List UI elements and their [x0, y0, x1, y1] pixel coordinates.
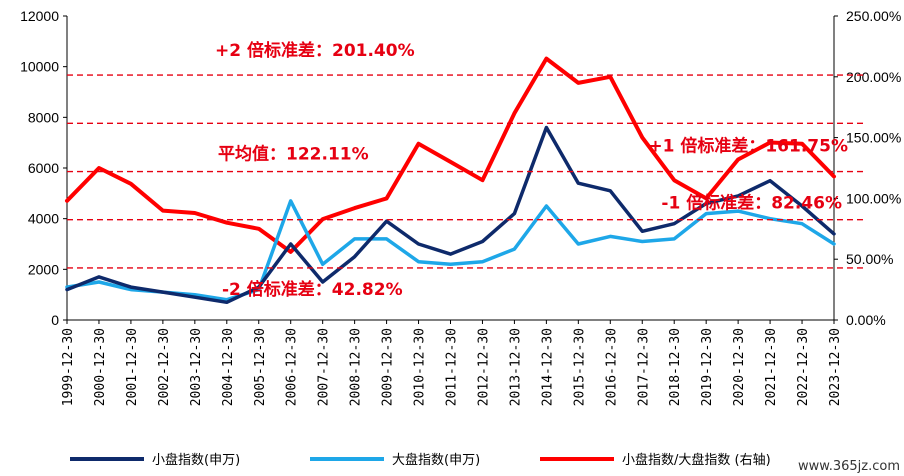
left-tick-label: 10000 [20, 59, 59, 75]
left-tick-label: 12000 [20, 8, 59, 24]
x-tick-label: 2021-12-30 [764, 328, 779, 406]
x-tick-label: 2011-12-30 [445, 328, 460, 406]
right-tick-label: 200.00% [846, 69, 901, 85]
right-tick-label: 50.00% [846, 251, 893, 267]
x-tick-label: 2000-12-30 [93, 328, 108, 406]
legend-label-0: 小盘指数(申万) [152, 452, 240, 468]
x-tick-label: 2022-12-30 [796, 328, 811, 406]
legend: 小盘指数(申万) 大盘指数(申万) 小盘指数/大盘指数 (右轴) [70, 452, 771, 468]
legend-label-1: 大盘指数(申万) [392, 452, 480, 468]
reference-lines: +2 倍标准差：201.40% +1 倍标准差：161.75% 平均值：122.11… [67, 40, 864, 300]
reference-label: -1 倍标准差：82.46% [661, 193, 842, 214]
x-tick-label: 2003-12-30 [189, 328, 204, 406]
left-tick-label: 2000 [28, 261, 59, 277]
series-line-1 [65, 199, 836, 302]
x-tick-label: 2020-12-30 [732, 328, 747, 406]
x-tick-label: 1999-12-30 [61, 328, 76, 406]
series-lines [65, 56, 836, 305]
x-tick-label: 2006-12-30 [285, 328, 300, 406]
plot-frame [66, 16, 835, 321]
x-tick-label: 2007-12-30 [317, 328, 332, 406]
left-tick-label: 0 [51, 312, 59, 328]
x-tick-label: 2016-12-30 [604, 328, 619, 406]
x-tick-label: 2019-12-30 [700, 328, 715, 406]
right-tick-label: 100.00% [846, 190, 901, 206]
x-tick-label: 2015-12-30 [572, 328, 587, 406]
right-tick-label: 250.00% [846, 8, 901, 24]
legend-label-2: 小盘指数/大盘指数 (右轴) [622, 452, 771, 468]
x-tick-label: 2009-12-30 [381, 328, 396, 406]
right-tick-label: 0.00% [846, 312, 886, 328]
x-tick-label: 2001-12-30 [125, 328, 140, 406]
left-axis-ticks: 0 2000 4000 6000 8000 10000 12000 [20, 8, 67, 328]
reference-label: +2 倍标准差：201.40% [215, 40, 415, 61]
series-line-0 [65, 125, 836, 305]
reference-label: -2 倍标准差：42.82% [222, 279, 403, 300]
x-tick-label: 2010-12-30 [413, 328, 428, 406]
reference-label: 平均值：122.11% [218, 144, 369, 165]
x-tick-label: 2002-12-30 [157, 328, 172, 406]
x-tick-label: 2018-12-30 [668, 328, 683, 406]
x-axis-ticks: 1999-12-30 2000-12-30 2001-12-30 2002-12-30… [61, 320, 843, 406]
reference-label: +1 倍标准差：161.75% [648, 135, 848, 156]
x-tick-label: 2012-12-30 [476, 328, 491, 406]
watermark: www.365jz.com [798, 459, 900, 474]
x-tick-label: 2023-12-30 [828, 328, 843, 406]
x-tick-label: 2004-12-30 [221, 328, 236, 406]
right-tick-label: 150.00% [846, 130, 901, 146]
x-tick-label: 2008-12-30 [349, 328, 364, 406]
x-tick-label: 2005-12-30 [253, 328, 268, 406]
x-tick-label: 2017-12-30 [636, 328, 651, 406]
right-axis-ticks: 0.00% 50.00% 100.00% 150.00% 200.00% 250.00% [834, 8, 901, 328]
left-tick-label: 4000 [28, 211, 59, 227]
left-tick-label: 8000 [28, 109, 59, 125]
series-line-2 [65, 56, 836, 254]
x-tick-label: 2014-12-30 [540, 328, 555, 406]
x-tick-label: 2013-12-30 [508, 328, 523, 406]
left-tick-label: 6000 [28, 160, 59, 176]
